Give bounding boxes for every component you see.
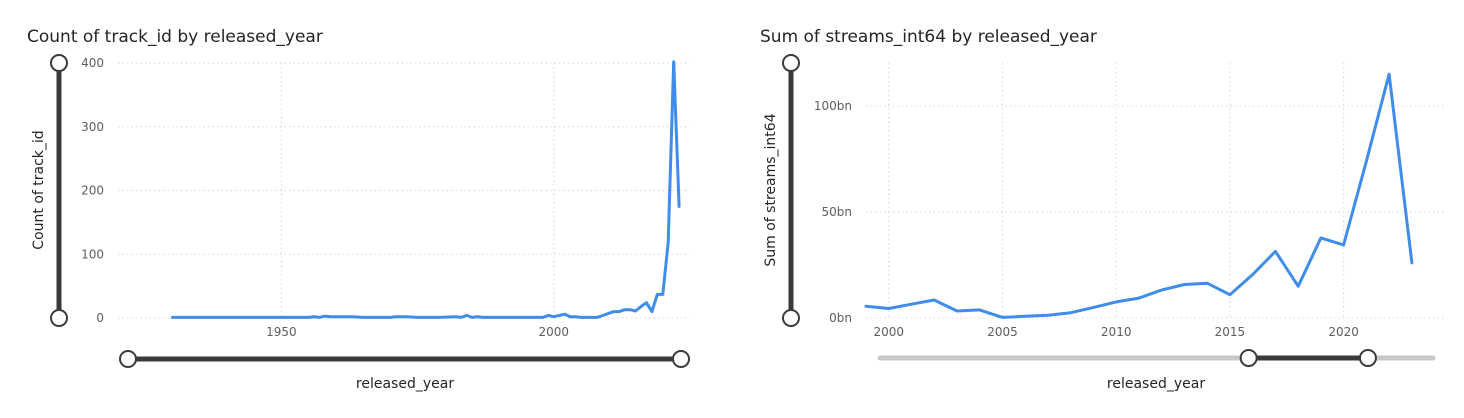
y-tick-label: 0	[96, 311, 104, 325]
x-tick-label: 2000	[873, 325, 904, 339]
chart-1-x-slider-right-handle[interactable]	[672, 350, 690, 368]
chart-2-gridlines	[866, 63, 1446, 319]
x-tick-label: 2000	[539, 325, 570, 339]
y-tick-label: 0bn	[829, 311, 852, 325]
chart-2-y-ticks: 0bn 50bn 100bn	[814, 99, 852, 325]
chart-count-by-year: Count of track_id by released_year 0 100 2…	[27, 27, 690, 392]
y-tick-label: 200	[81, 184, 104, 198]
x-tick-label: 2015	[1215, 325, 1246, 339]
chart-1-x-ticks: 1950 2000	[266, 325, 569, 339]
chart-1-title: Count of track_id by released_year	[27, 27, 323, 47]
chart-1-x-slider-left-handle[interactable]	[119, 350, 137, 368]
chart-2-y-slider-bottom-handle[interactable]	[782, 309, 800, 327]
chart-2-x-axis-title: released_year	[1107, 376, 1205, 392]
x-tick-label: 1950	[266, 325, 297, 339]
chart-1-x-axis-title: released_year	[356, 376, 454, 392]
y-tick-label: 50bn	[822, 205, 853, 219]
y-tick-label: 300	[81, 120, 104, 134]
x-tick-label: 2005	[987, 325, 1018, 339]
chart-1-y-slider-bottom-handle[interactable]	[50, 309, 68, 327]
y-tick-label: 100	[81, 247, 104, 261]
chart-1-y-ticks: 0 100 200 300 400	[81, 56, 104, 325]
chart-1-series-line	[171, 60, 681, 319]
x-tick-label: 2010	[1101, 325, 1132, 339]
chart-2-x-slider-right-handle[interactable]	[1358, 349, 1377, 367]
chart-2-title: Sum of streams_int64 by released_year	[760, 27, 1097, 47]
x-tick-label: 2020	[1328, 325, 1359, 339]
y-tick-label: 400	[81, 56, 104, 70]
chart-streams-by-year: Sum of streams_int64 by released_year 0b…	[760, 27, 1446, 392]
chart-1-y-slider-top-handle[interactable]	[50, 54, 68, 72]
chart-2-x-slider-left-handle[interactable]	[1239, 349, 1258, 367]
chart-1-gridlines	[118, 62, 690, 319]
chart-1-y-axis-title: Count of track_id	[31, 130, 47, 249]
chart-2-series-line	[864, 72, 1414, 319]
chart-2-y-slider-top-handle[interactable]	[782, 54, 800, 72]
chart-2-y-axis-title: Sum of streams_int64	[763, 113, 779, 266]
chart-2-x-ticks: 2000 2005 2010 2015 2020	[873, 325, 1358, 339]
y-tick-label: 100bn	[814, 99, 852, 113]
